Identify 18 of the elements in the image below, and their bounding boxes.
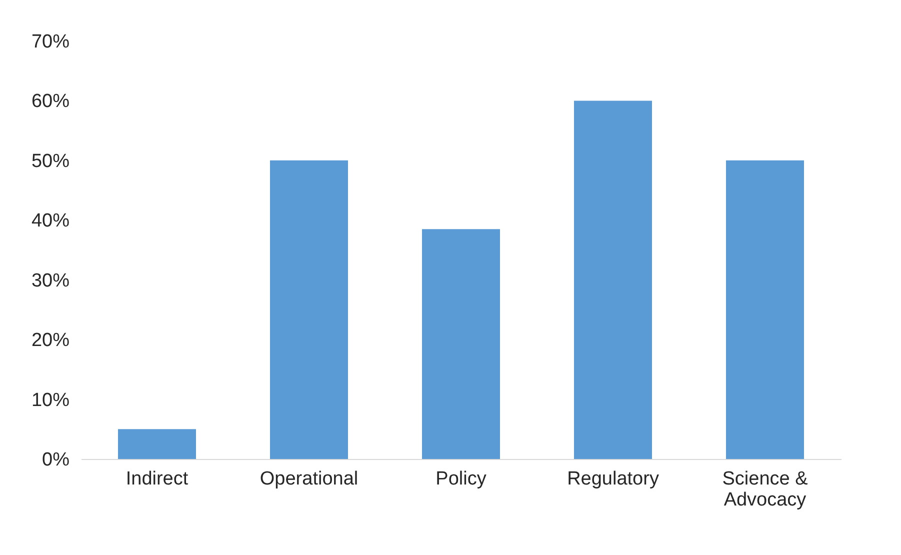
x-tick-label: Regulatory [567,468,660,490]
y-tick-label: 0% [42,450,70,470]
y-tick-label: 20% [31,330,70,352]
bar [270,160,348,459]
x-tick-label: Operational [260,468,358,490]
y-tick-label: 30% [31,270,70,292]
bar [118,429,196,459]
y-tick-label: 50% [31,150,70,172]
y-tick-label: 60% [31,91,70,112]
bar [726,160,804,459]
bar [574,100,652,459]
y-tick-label: 70% [31,32,70,52]
bar [422,229,500,459]
y-tick-label: 10% [31,390,70,411]
x-tick-label: Policy [436,468,487,490]
x-tick-label: Indirect [126,468,189,490]
y-tick-label: 40% [31,210,70,232]
x-tick-label: Science & Advocacy [722,468,808,510]
